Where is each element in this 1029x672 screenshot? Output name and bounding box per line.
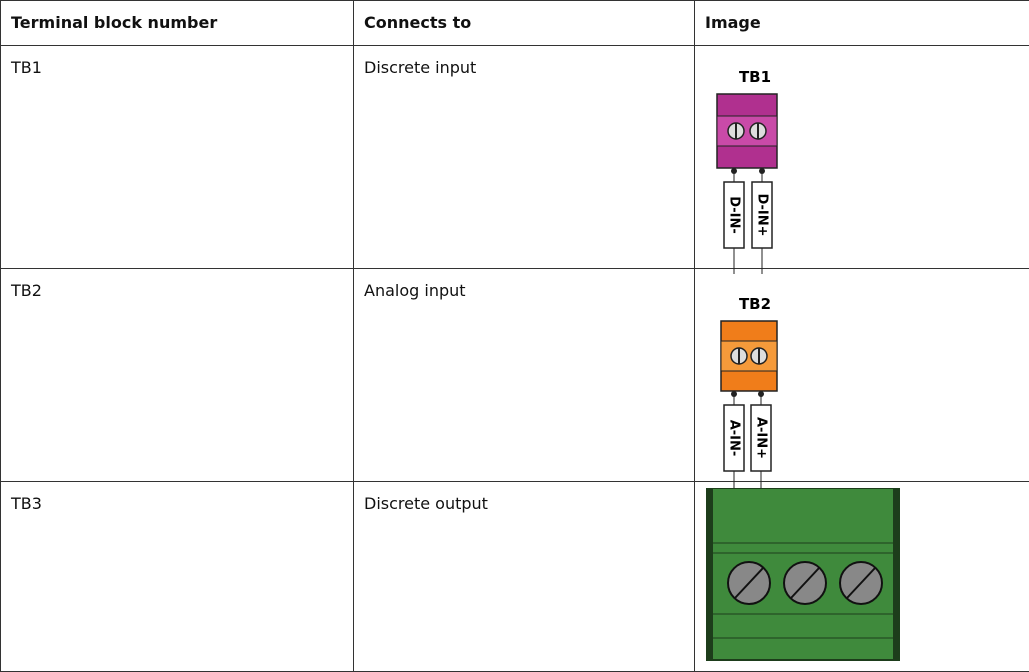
row: TB3 Discrete output [1, 482, 1029, 672]
cell: Analog input [354, 269, 695, 482]
row: TB1 Discrete input TB1 D-IN- D-IN+ [1, 46, 1029, 269]
cell: TB2 [1, 269, 354, 482]
header-cell: Terminal block number [1, 1, 354, 46]
header-cell: Image [695, 1, 1029, 46]
pin-label: A-IN- [727, 420, 742, 457]
pin-label: A-IN+ [754, 417, 769, 459]
header-cell: Connects to [354, 1, 695, 46]
tb2-image: TB2 A-IN- A-IN+ [713, 291, 813, 491]
cell: TB3 [1, 482, 354, 672]
cell: TB1 [1, 46, 354, 269]
image-cell: TB1 D-IN- D-IN+ [695, 46, 1029, 269]
image-cell [695, 482, 1029, 672]
pin-label: D-IN+ [755, 193, 770, 236]
image-label: TB2 [739, 295, 771, 313]
row: TB2 Analog input TB2 A-IN- A-IN+ [1, 269, 1029, 482]
image-cell: TB2 A-IN- A-IN+ [695, 269, 1029, 482]
tb3-image [705, 488, 905, 668]
image-label: TB1 [739, 68, 771, 86]
tb1-image: TB1 D-IN- D-IN+ [711, 64, 811, 274]
header-row: Terminal block number Connects to Image [1, 1, 1029, 46]
pin-label: D-IN- [727, 196, 742, 234]
cell: Discrete output [354, 482, 695, 672]
cell: Discrete input [354, 46, 695, 269]
